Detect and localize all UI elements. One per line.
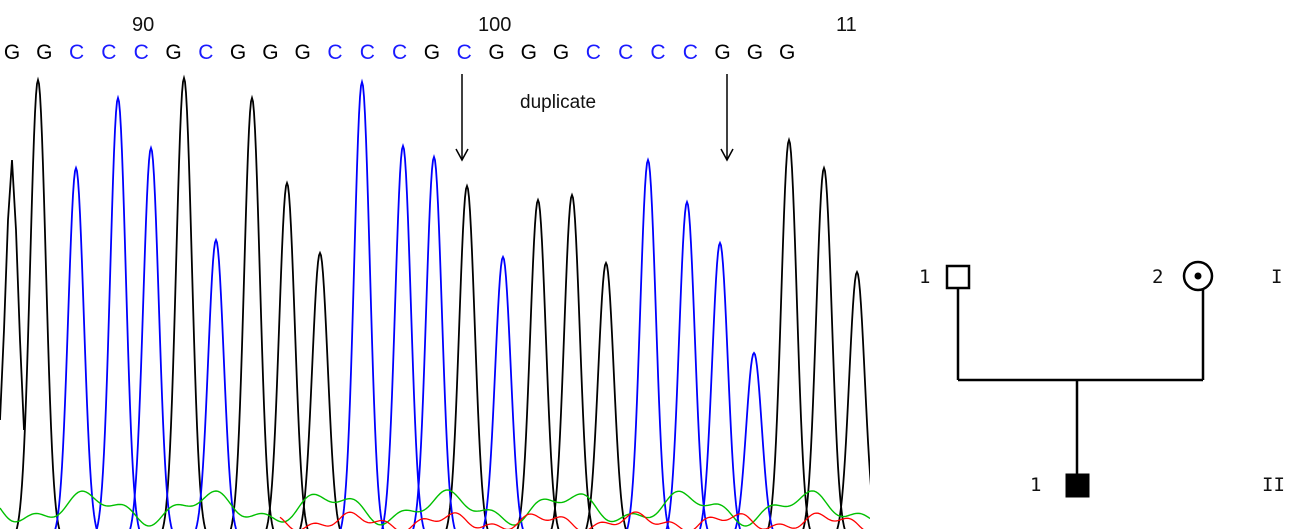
blue-trace-peak	[412, 153, 456, 529]
base-call: G	[779, 41, 796, 64]
green-trace	[0, 489, 870, 527]
base-call: G	[262, 41, 279, 64]
black-trace-peak	[299, 250, 341, 529]
blue-trace-peak	[699, 240, 741, 529]
base-call: C	[327, 41, 343, 64]
black-trace-peak	[229, 94, 275, 529]
black-trace-peak	[550, 192, 594, 529]
base-call: G	[294, 41, 311, 64]
base-call: G	[423, 41, 441, 64]
base-call: C	[585, 41, 601, 64]
red-trace	[279, 511, 864, 529]
base-call: C	[682, 41, 698, 64]
black-trace-peak	[15, 76, 61, 529]
blue-trace-peak	[482, 254, 524, 529]
blue-trace-peak	[665, 199, 709, 529]
black-trace-peak	[445, 183, 489, 529]
black-trace-peak	[516, 197, 560, 529]
position-label-100: 100	[478, 14, 512, 36]
blue-trace-peak	[129, 144, 173, 529]
base-call: G	[488, 41, 505, 64]
blue-trace-peak	[195, 237, 237, 529]
position-label-110: 11	[836, 14, 857, 36]
pedigree-chart	[945, 260, 1214, 498]
mother-number: 2	[1152, 266, 1164, 288]
carrier-dot-icon	[1194, 272, 1202, 280]
base-call: C	[101, 41, 117, 64]
blue-trace-peak	[626, 157, 670, 529]
duplicate-arrow-right-head	[720, 148, 734, 162]
base-call: G	[3, 41, 21, 64]
chromatogram-traces	[0, 74, 870, 529]
base-call: G	[165, 41, 182, 64]
base-call: C	[359, 41, 375, 64]
position-label-90: 90	[132, 14, 155, 36]
base-call: G	[229, 41, 247, 64]
blue-trace-peak	[95, 94, 141, 529]
black-trace-peak	[802, 165, 846, 529]
base-call: C	[392, 41, 408, 64]
father-symbol	[945, 264, 971, 290]
black-trace-peak	[836, 269, 870, 529]
base-call: C	[456, 41, 472, 64]
black-trace-peak	[585, 260, 627, 529]
base-call: C	[650, 41, 666, 64]
black-trace-peak	[0, 159, 25, 431]
base-call: C	[198, 41, 214, 64]
base-call: G	[714, 41, 731, 64]
base-call: G	[746, 41, 764, 64]
base-call: C	[618, 41, 634, 64]
duplicate-annotation: duplicate	[520, 92, 597, 113]
affected-son-symbol	[1065, 473, 1090, 498]
pedigree-panel: 1 2 I 1 II	[870, 0, 1305, 529]
base-call: G	[520, 41, 537, 64]
base-call: G	[552, 41, 570, 64]
black-trace-peak	[265, 180, 309, 529]
black-trace-peak	[767, 136, 811, 529]
base-call: C	[133, 41, 149, 64]
black-trace-peak	[161, 74, 207, 529]
son-number: 1	[1030, 474, 1042, 496]
duplicate-arrow-left-head	[455, 148, 469, 162]
generation-I-label: I	[1271, 266, 1283, 288]
base-call: C	[69, 41, 85, 64]
blue-trace-peak	[381, 142, 425, 529]
generation-II-label: II	[1262, 474, 1285, 496]
father-number: 1	[919, 266, 931, 288]
blue-trace-peak	[734, 351, 774, 529]
blue-trace-peak	[54, 165, 98, 529]
blue-trace-peak	[339, 78, 385, 529]
base-call: G	[36, 41, 53, 64]
